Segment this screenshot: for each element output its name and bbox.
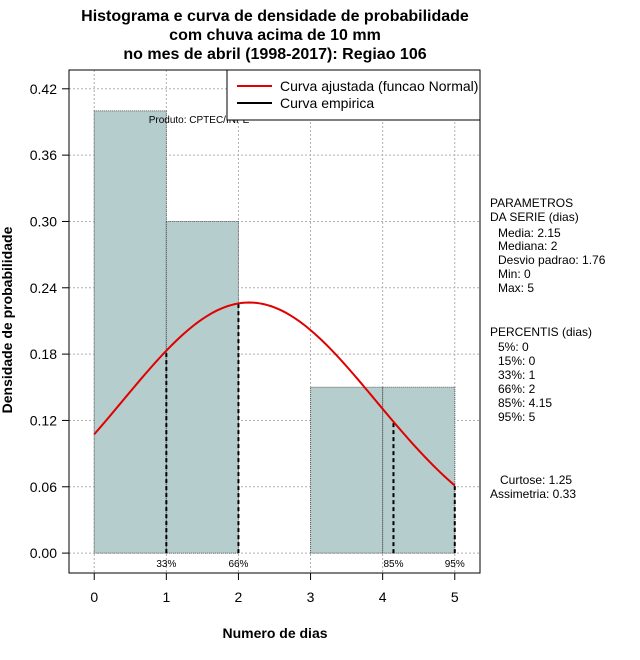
- x-tick-label: 4: [379, 589, 387, 605]
- percentil-15: 15%: 0: [498, 354, 536, 368]
- y-tick-label: 0.00: [30, 545, 57, 561]
- histogram-bar: [310, 386, 384, 554]
- param-media: Media: 2.15: [498, 226, 561, 240]
- y-tick-label: 0.06: [30, 479, 57, 495]
- y-tick-label: 0.42: [30, 81, 57, 97]
- stat-curtose: Curtose: 1.25: [500, 473, 572, 487]
- percentil-33: 33%: 1: [498, 368, 536, 382]
- histogram-bar: [382, 386, 456, 554]
- y-tick-label: 0.36: [30, 147, 57, 163]
- x-tick-label: 5: [451, 589, 459, 605]
- chart-title-line-2: com chuva acima de 10 mm: [169, 27, 381, 44]
- chart-title-line-1: Histograma e curva de densidade de proba…: [81, 8, 469, 25]
- y-axis-label: Densidade de probabilidade: [0, 226, 15, 413]
- y-tick-label: 0.12: [30, 412, 57, 428]
- percentile-label: 66%: [228, 559, 248, 570]
- params-title-line-2: DA SERIE (dias): [490, 210, 579, 224]
- chart-title: Histograma e curva de densidade de proba…: [81, 8, 469, 63]
- y-tick-label: 0.24: [30, 280, 57, 296]
- x-tick-label: 2: [235, 589, 243, 605]
- x-axis-label: Numero de dias: [222, 625, 327, 641]
- percentile-label: 85%: [383, 559, 403, 570]
- axes: 0 1 2 3 4 5 0.00 0.06 0.12 0.18 0.24 0.30 0.36 0.42: [30, 81, 459, 605]
- histogram-bar: [165, 220, 239, 554]
- product-annotation: Produto: CPTEC/INPE: [149, 115, 250, 126]
- percentile-label: 95%: [445, 559, 465, 570]
- percentil-85: 85%: 4.15: [498, 396, 552, 410]
- chart-title-line-3: no mes de abril (1998-2017): Regiao 106: [123, 46, 426, 63]
- percentil-5: 5%: 0: [498, 340, 529, 354]
- param-max: Max: 5: [498, 281, 534, 295]
- params-title-line-1: PARAMETROS: [490, 196, 573, 210]
- param-desvio: Desvio padrao: 1.76: [498, 253, 606, 267]
- param-min: Min: 0: [498, 267, 531, 281]
- legend: Curva ajustada (funcao Normal) Curva emp…: [226, 69, 481, 121]
- percentil-66: 66%: 2: [498, 382, 536, 396]
- percentis-title: PERCENTIS (dias): [490, 325, 592, 339]
- side-panel: PARAMETROS DA SERIE (dias) Media: 2.15 M…: [490, 196, 606, 501]
- legend-label-normal: Curva ajustada (funcao Normal): [280, 78, 478, 94]
- legend-label-empirical: Curva empirica: [280, 95, 374, 111]
- percentil-95: 95%: 5: [498, 410, 536, 424]
- y-tick-label: 0.30: [30, 213, 57, 229]
- percentile-label: 33%: [156, 559, 176, 570]
- x-tick-label: 0: [90, 589, 98, 605]
- legend-box: [226, 69, 481, 121]
- histogram-bar: [93, 110, 167, 554]
- normal-fit-curve: [93, 301, 456, 487]
- y-tick-label: 0.18: [30, 346, 57, 362]
- x-tick-label: 3: [307, 589, 315, 605]
- histogram-bars: [93, 110, 456, 554]
- stat-assimetria: Assimetria: 0.33: [490, 487, 576, 501]
- param-mediana: Mediana: 2: [498, 239, 558, 253]
- percentile-markers: 33% 66% 85% 95%: [156, 303, 465, 570]
- x-tick-label: 1: [162, 589, 170, 605]
